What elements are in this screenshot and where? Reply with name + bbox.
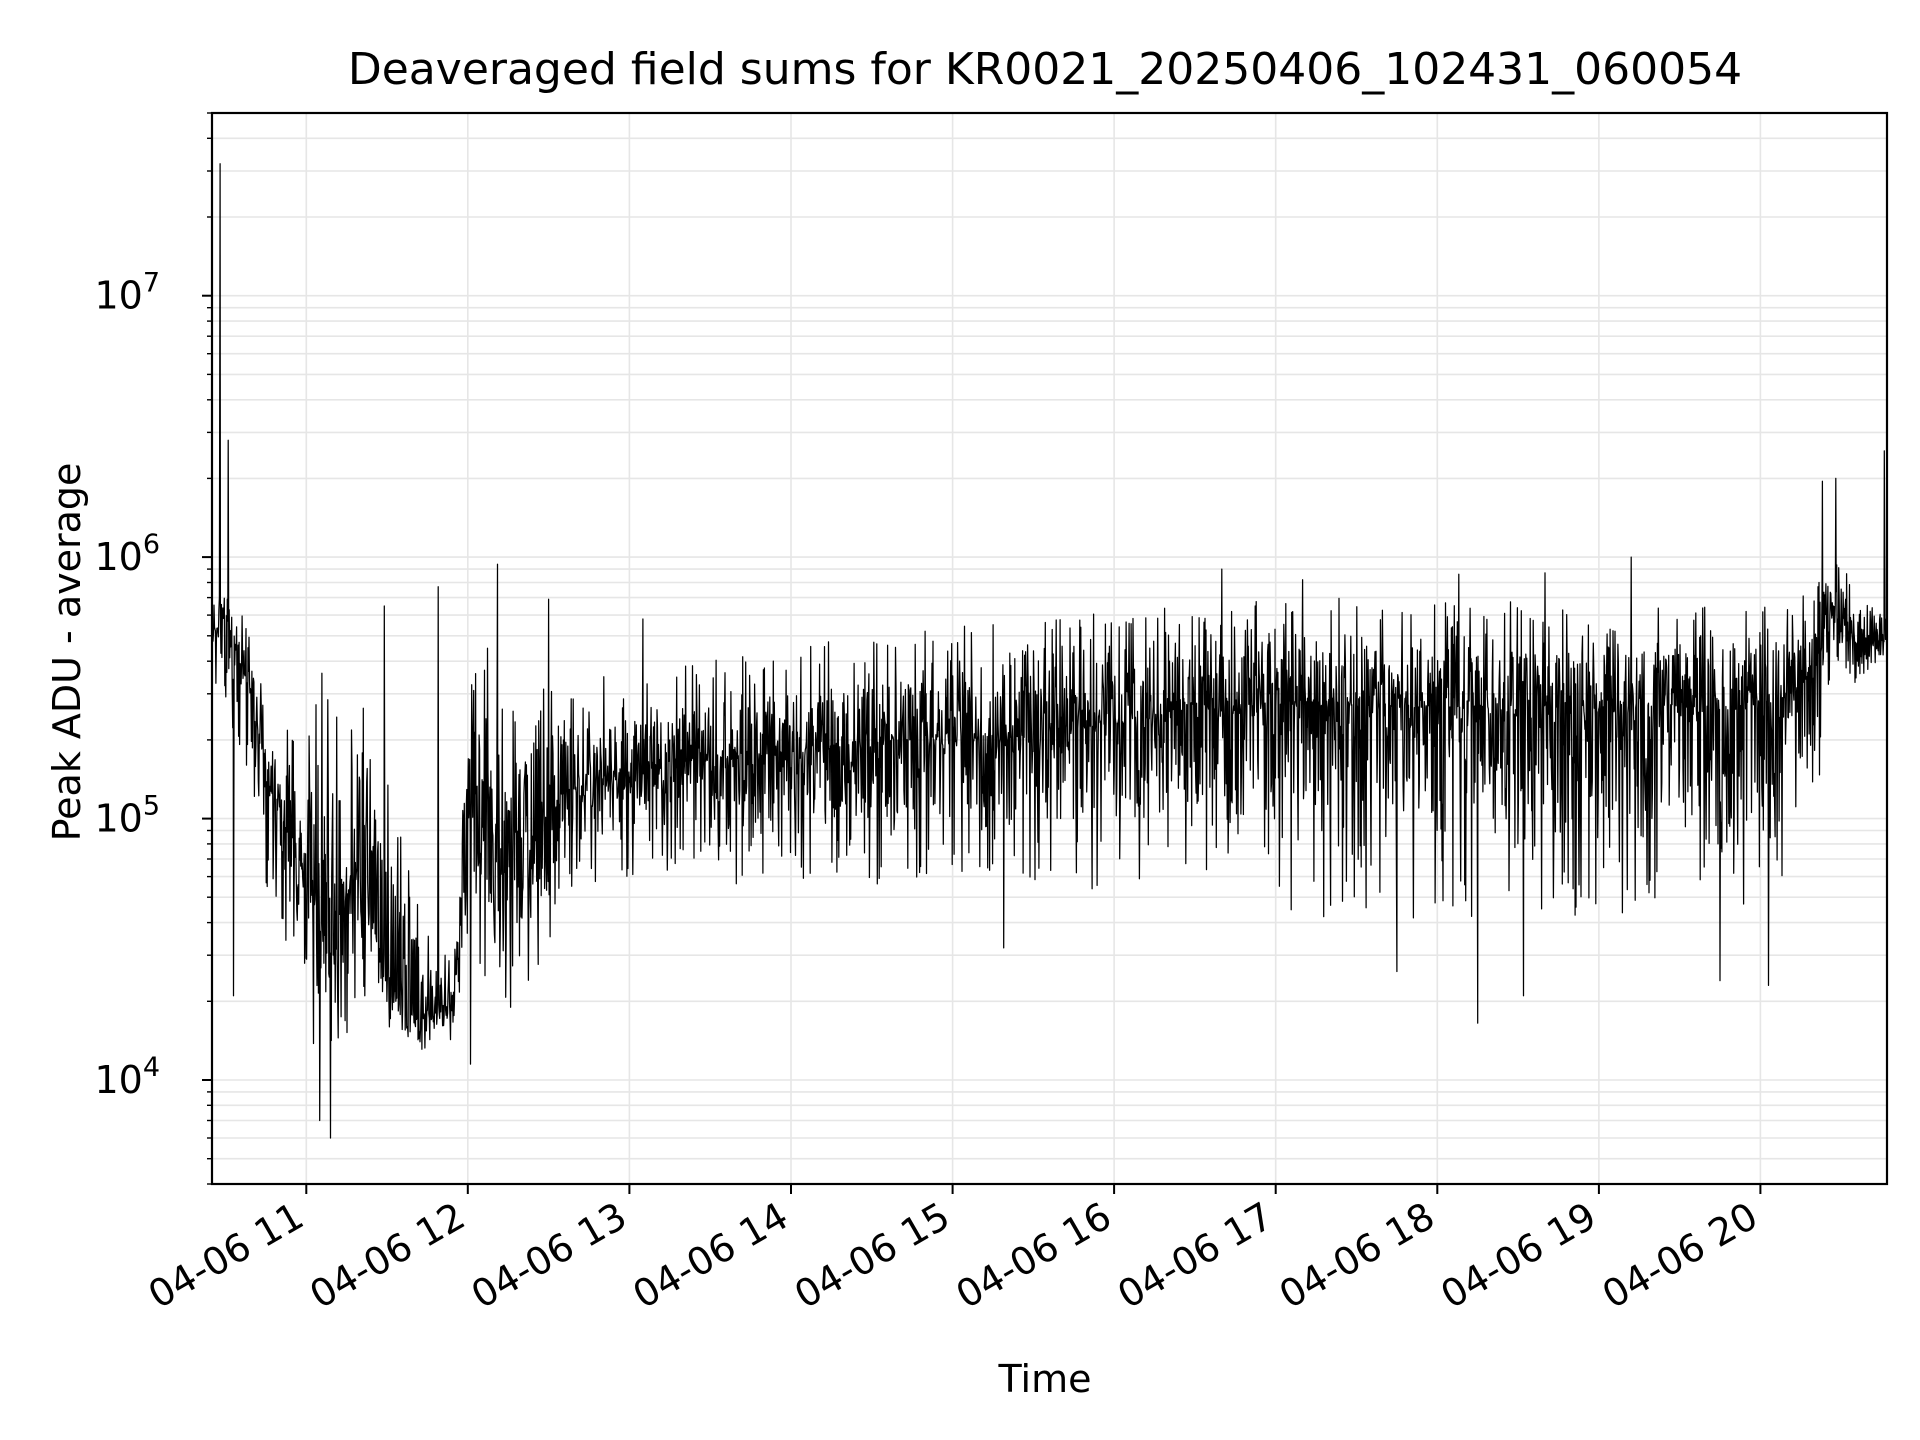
chart-title: Deaveraged field sums for KR0021_2025040… bbox=[348, 44, 1742, 95]
y-tick-label: 104 bbox=[94, 1052, 160, 1102]
data-series-layer bbox=[211, 163, 1888, 1139]
y-axis-ticks: 104 105 106 107 bbox=[94, 112, 212, 1185]
y-axis-label: Peak ADU - average bbox=[45, 463, 89, 842]
x-axis-label: Time bbox=[998, 1357, 1092, 1401]
y-tick-label: 107 bbox=[94, 268, 160, 318]
y-tick-label: 106 bbox=[94, 529, 160, 579]
plot-frame bbox=[210, 111, 1889, 1186]
y-tick-label: 105 bbox=[94, 791, 160, 841]
y-gridlines bbox=[212, 112, 1887, 1185]
series-line-peak-adu bbox=[211, 163, 1888, 1139]
